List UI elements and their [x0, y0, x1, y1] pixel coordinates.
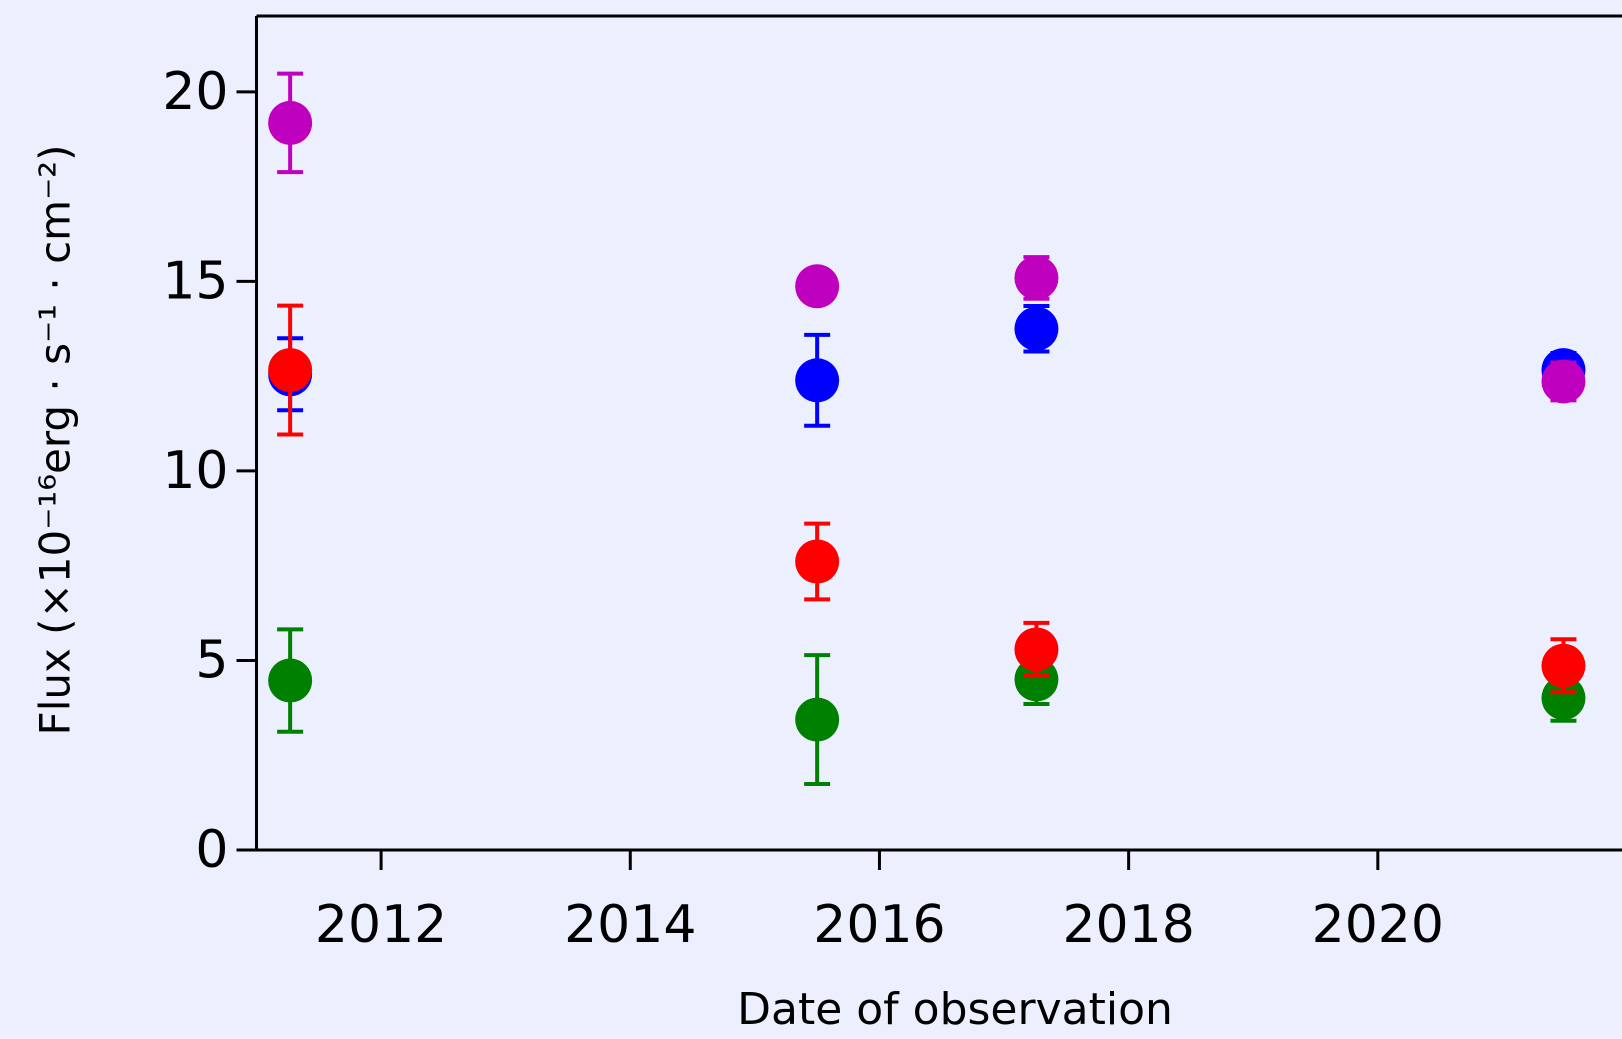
marker [1541, 359, 1586, 404]
marker [1541, 675, 1586, 720]
x-tick-label: 2018 [1062, 895, 1194, 955]
marker [1014, 306, 1059, 351]
y-tick-label: 15 [162, 251, 228, 311]
y-tick-label: 5 [195, 630, 228, 690]
y-axis-label: Flux (×10⁻¹⁶erg · s⁻¹ · cm⁻²) [31, 145, 80, 736]
x-axis-label: Date of observation [737, 984, 1173, 1035]
y-tick-label: 0 [195, 820, 228, 880]
x-tick-label: 2016 [813, 895, 945, 955]
marker [268, 100, 313, 145]
marker [268, 658, 313, 703]
marker [795, 358, 840, 403]
x-tick-label: 2020 [1312, 895, 1444, 955]
marker [268, 348, 313, 393]
x-tick-label: 2014 [564, 895, 696, 955]
marker [1541, 643, 1586, 688]
marker [795, 539, 840, 584]
x-tick-label: 2012 [315, 895, 447, 955]
y-tick-label: 20 [162, 62, 228, 122]
marker [795, 697, 840, 742]
marker [1014, 255, 1059, 300]
y-tick-label: 10 [162, 441, 228, 501]
marker [795, 264, 840, 309]
marker [1014, 627, 1059, 672]
